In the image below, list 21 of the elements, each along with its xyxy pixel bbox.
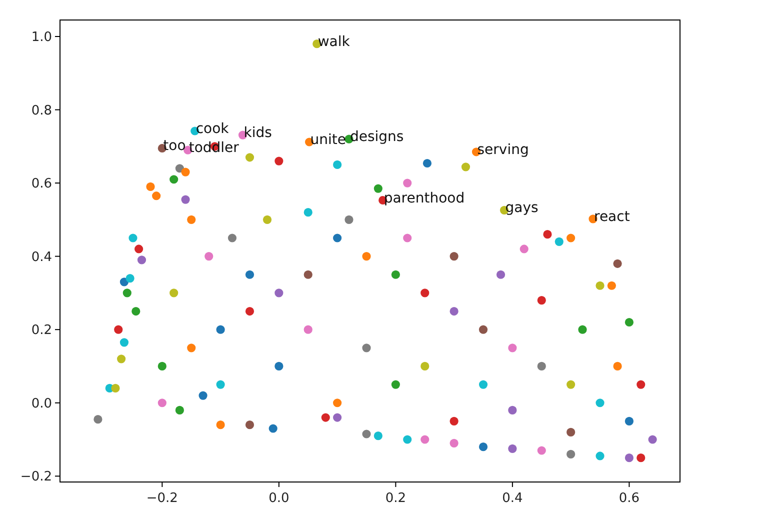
y-tick-label: 0.8 bbox=[31, 103, 52, 118]
annotation: serving bbox=[477, 142, 529, 158]
y-tick-label: 0.6 bbox=[31, 176, 52, 192]
annotation: parenthood bbox=[384, 190, 465, 206]
annotation: react bbox=[594, 208, 630, 225]
annotation: too bbox=[163, 138, 186, 154]
annotation: cook bbox=[196, 121, 230, 138]
x-tick-label: 0.6 bbox=[618, 491, 640, 506]
annotation: designs bbox=[350, 129, 404, 146]
annotation: walk bbox=[318, 34, 351, 50]
y-tick-label: 0.2 bbox=[31, 323, 52, 338]
x-tick-label: 0.2 bbox=[385, 491, 406, 506]
annotation: kids bbox=[244, 125, 272, 142]
x-tick-label: 0.4 bbox=[502, 491, 523, 506]
x-tick-label: −0.2 bbox=[146, 491, 178, 506]
x-tick-label: 0.0 bbox=[268, 491, 290, 506]
y-tick-label: 0.0 bbox=[31, 396, 52, 412]
y-tick-label: 1.0 bbox=[31, 30, 52, 46]
y-tick-label: −0.2 bbox=[20, 470, 52, 485]
annotation: gays bbox=[505, 200, 538, 216]
y-tick-label: 0.4 bbox=[31, 250, 52, 265]
